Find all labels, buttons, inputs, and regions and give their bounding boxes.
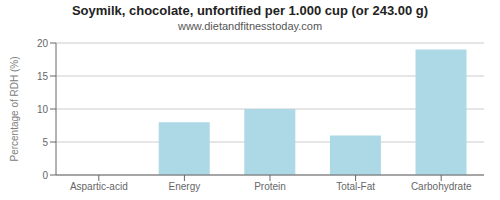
svg-text:Percentage of RDH (%): Percentage of RDH (%) bbox=[9, 56, 20, 161]
svg-text:Total-Fat: Total-Fat bbox=[336, 181, 375, 192]
svg-text:0: 0 bbox=[42, 170, 48, 181]
svg-text:5: 5 bbox=[42, 137, 48, 148]
svg-text:Protein: Protein bbox=[254, 181, 286, 192]
svg-text:20: 20 bbox=[37, 38, 49, 49]
svg-text:Carbohydrate: Carbohydrate bbox=[411, 181, 472, 192]
svg-text:Aspartic-acid: Aspartic-acid bbox=[70, 181, 128, 192]
html-text:www.dietandfitnesstoday.com: www.dietandfitnesstoday.com bbox=[178, 20, 322, 32]
svg-text:15: 15 bbox=[37, 71, 49, 82]
html-text:Soymilk, chocolate, unfortifie: Soymilk, chocolate, unfortified per 1.00… bbox=[71, 3, 429, 18]
svg-text:Energy: Energy bbox=[169, 181, 201, 192]
svg-text:10: 10 bbox=[37, 104, 49, 115]
